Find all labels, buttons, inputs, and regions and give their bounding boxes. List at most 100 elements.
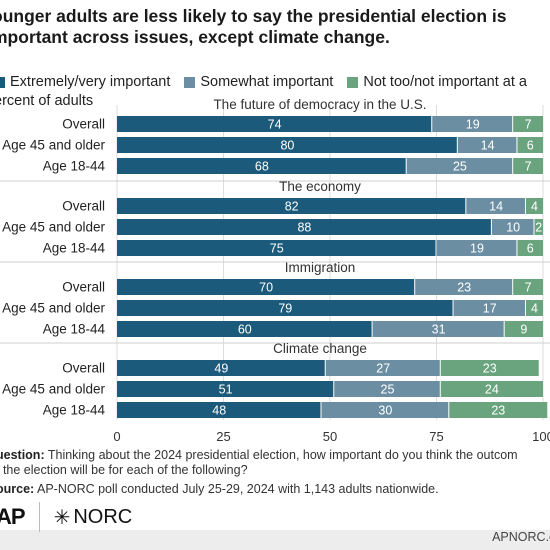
data-label: 30 (378, 404, 392, 418)
data-label: 23 (457, 281, 471, 295)
legend: Extremely/very important Somewhat import… (0, 74, 541, 90)
data-label: 17 (483, 302, 497, 316)
legend-label-not: Not too/not important at a (363, 74, 527, 90)
data-label: 4 (531, 302, 538, 316)
bar-segment (453, 300, 525, 316)
data-label: 7 (525, 118, 532, 132)
norc-logo-text: NORC (73, 505, 133, 528)
data-label: 88 (297, 221, 311, 235)
x-tick-label: 25 (216, 429, 230, 444)
ap-logo: AP (0, 504, 26, 529)
bar-segment (117, 219, 491, 235)
legend-item-not: Not too/not important at a (347, 74, 527, 90)
data-label: 25 (453, 160, 467, 174)
row-label: Age 45 and older (2, 220, 105, 235)
row-label: Age 18-44 (43, 403, 106, 418)
data-label: 2 (535, 221, 542, 235)
group-title: The future of democracy in the U.S. (213, 97, 426, 112)
bar-segment (117, 321, 372, 337)
bar-segment (534, 219, 543, 235)
data-label: 19 (466, 118, 480, 132)
data-label: 82 (285, 200, 299, 214)
bar-segment (117, 279, 415, 295)
bar-segment (117, 240, 436, 256)
data-label: 24 (485, 383, 499, 397)
row-label: Overall (62, 361, 105, 376)
row-label: Overall (62, 280, 105, 295)
bar-segment (117, 300, 453, 316)
group-title: The economy (279, 179, 361, 194)
bar-segment (513, 116, 543, 132)
legend-swatch-light (347, 76, 359, 88)
data-label: 70 (259, 281, 273, 295)
data-label: 51 (219, 383, 233, 397)
data-label: 6 (527, 242, 534, 256)
footer-band (0, 530, 550, 550)
bar-segment (449, 402, 548, 418)
legend-label-somewhat: Somewhat important (200, 74, 334, 90)
bar-segment (117, 116, 432, 132)
data-label: 14 (489, 200, 503, 214)
bar-segment (372, 321, 504, 337)
source-label: ource: (0, 482, 35, 496)
logos: AP ✳ NORC (0, 502, 132, 532)
bar-segment (525, 300, 543, 316)
question-note: uestion: Thinking about the 2024 preside… (0, 448, 550, 478)
bar-segment (513, 158, 543, 174)
legend-swatch-mid (184, 76, 196, 88)
legend-swatch-dark (0, 76, 5, 88)
bar-segment (325, 360, 440, 376)
title-line-1: ounger adults are less likely to say the… (0, 6, 507, 26)
data-label: 7 (525, 281, 532, 295)
norc-star-icon: ✳ (53, 506, 71, 529)
row-label: Age 45 and older (2, 138, 105, 153)
bar-segment (117, 381, 334, 397)
bar-segment (513, 279, 543, 295)
data-label: 23 (483, 362, 497, 376)
source-text: AP-NORC poll conducted July 25-29, 2024 … (34, 482, 439, 496)
site-url: APNORC.o (492, 530, 550, 544)
bar-segment (117, 360, 325, 376)
data-label: 19 (470, 242, 484, 256)
row-label: Overall (62, 199, 105, 214)
data-label: 14 (481, 139, 495, 153)
bar-segment (117, 402, 321, 418)
data-label: 25 (381, 383, 395, 397)
logo-divider (38, 502, 40, 532)
bar-segment (334, 381, 440, 397)
bar-segment (117, 158, 406, 174)
data-label: 23 (491, 404, 505, 418)
data-label: 75 (270, 242, 284, 256)
bar-segment (415, 279, 513, 295)
data-label: 68 (255, 160, 269, 174)
row-label: Age 18-44 (43, 241, 106, 256)
bar-segment (117, 137, 457, 153)
data-label: 31 (432, 323, 446, 337)
question-label: uestion: (0, 448, 45, 462)
data-label: 9 (520, 323, 527, 337)
bar-segment (436, 240, 517, 256)
bar-segment (491, 219, 534, 235)
row-label: Age 45 and older (2, 301, 105, 316)
data-label: 10 (506, 221, 520, 235)
data-label: 27 (376, 362, 390, 376)
source-note: ource: AP-NORC poll conducted July 25-29… (0, 482, 439, 496)
data-label: 60 (238, 323, 252, 337)
bar-segment (525, 198, 543, 214)
x-tick-label: 75 (429, 429, 443, 444)
row-label: Age 18-44 (43, 159, 106, 174)
bar-segment (321, 402, 449, 418)
bar-segment (440, 381, 543, 397)
group-title: Immigration (285, 260, 356, 275)
data-label: 7 (525, 160, 532, 174)
legend-item-extremely: Extremely/very important (0, 74, 170, 90)
bar-segment (432, 116, 513, 132)
bar-segment (517, 137, 543, 153)
chart-title: ounger adults are less likely to say the… (0, 6, 550, 48)
title-line-2: mportant across issues, except climate c… (0, 27, 390, 47)
row-label: Overall (62, 117, 105, 132)
bar-segment (466, 198, 525, 214)
data-label: 48 (212, 404, 226, 418)
bar-segment (517, 240, 543, 256)
stacked-bar-chart: The future of democracy in the U.S. Overa… (0, 97, 550, 444)
